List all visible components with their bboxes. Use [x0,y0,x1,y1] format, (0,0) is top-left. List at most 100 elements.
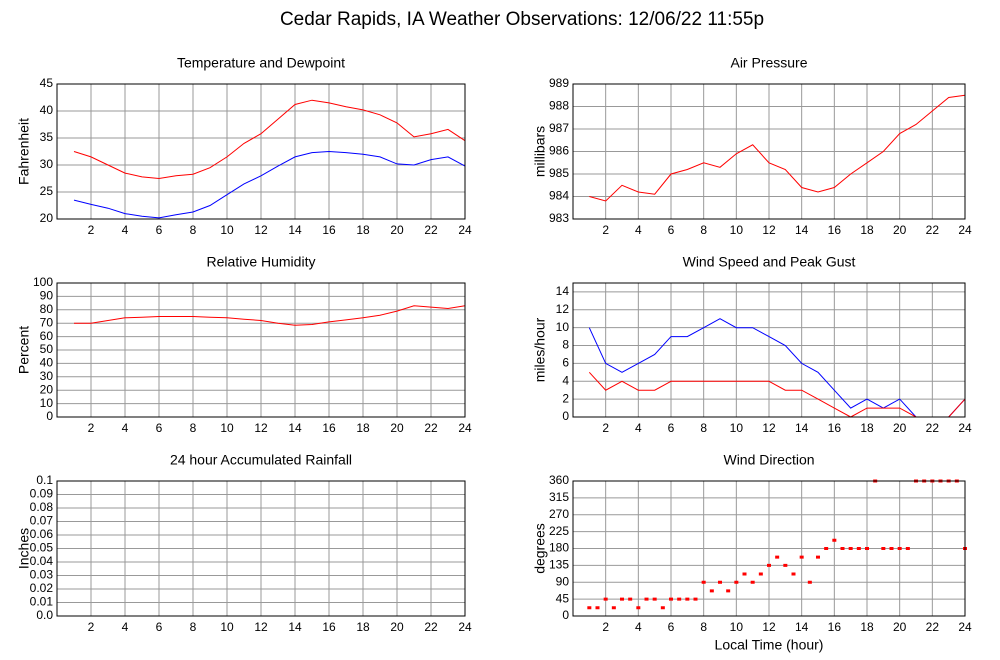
y-tick-label: 8 [562,338,569,352]
x-tick-label: 14 [288,421,302,435]
y-tick-label: 10 [40,396,54,410]
y-tick-label: 987 [549,121,569,135]
point [726,589,731,593]
x-tick-label: 4 [122,421,129,435]
point [832,538,837,542]
point [611,606,616,610]
point [628,597,633,601]
point [856,547,861,550]
x-tick-label: 24 [458,421,472,435]
y-tick-label: 315 [549,490,569,504]
point [775,555,780,559]
y-tick-label: 0 [562,608,569,622]
main-title: Cedar Rapids, IA Weather Observations: 1… [280,9,764,30]
x-tick-label: 18 [356,620,370,634]
y-tick-label: 80 [40,302,54,316]
x-tick-label: 14 [288,223,302,237]
x-tick-label: 6 [668,620,675,634]
x-tick-label: 12 [254,223,268,237]
y-tick-label: 12 [556,302,570,316]
y-tick-label: 0.1 [36,473,53,487]
x-tick-label: 20 [390,223,404,237]
x-tick-label: 4 [635,421,642,435]
x-tick-label: 22 [424,421,438,435]
y-tick-label: 984 [549,189,569,203]
x-tick-label: 16 [828,421,842,435]
x-tick-label: 6 [156,421,163,435]
y-tick-label: 60 [40,329,54,343]
y-tick-label: 0.08 [30,500,54,514]
y-axis-label: miles/hour [532,317,548,382]
x-tick-label: 4 [635,223,642,237]
y-axis-label: degrees [532,523,548,574]
y-tick-label: 0.07 [30,514,54,528]
x-tick-label: 16 [322,620,336,634]
x-tick-label: 10 [220,421,234,435]
point [824,547,829,550]
x-tick-label: 18 [860,223,874,237]
x-tick-label: 14 [795,223,809,237]
x-tick-label: 16 [828,620,842,634]
x-tick-label: 24 [458,223,472,237]
x-tick-label: 22 [926,223,940,237]
y-tick-label: 135 [549,558,569,572]
y-tick-label: 986 [549,144,569,158]
y-axis-label: millibars [532,126,548,177]
y-tick-label: 0.02 [30,581,54,595]
x-tick-label: 16 [322,421,336,435]
x-tick-label: 6 [156,223,163,237]
y-tick-label: 988 [549,99,569,113]
y-tick-label: 30 [40,369,54,383]
point [881,547,886,550]
point [636,606,641,610]
point [603,597,608,601]
x-tick-label: 14 [795,620,809,634]
y-tick-label: 0.05 [30,541,54,555]
point [644,597,649,601]
x-tick-label: 8 [190,620,197,634]
y-tick-label: 40 [40,103,54,117]
y-tick-label: 360 [549,473,569,487]
y-tick-label: 0.06 [30,527,54,541]
line [588,318,966,418]
point [685,597,690,601]
y-tick-label: 90 [556,574,570,588]
x-tick-label: 12 [762,620,776,634]
y-tick-label: 0 [562,409,569,423]
y-tick-label: 0.03 [30,568,54,582]
y-tick-label: 20 [40,382,54,396]
x-tick-label: 24 [958,223,972,237]
x-tick-label: 2 [602,223,609,237]
point [620,597,624,601]
x-tick-label: 10 [730,223,744,237]
x-tick-label: 18 [356,223,370,237]
x-tick-label: 10 [220,620,234,634]
x-tick-label: 4 [122,223,129,237]
point [767,563,771,567]
y-tick-label: 70 [40,315,54,329]
x-tick-label: 2 [88,223,95,237]
line [588,371,966,418]
x-tick-label: 24 [958,620,972,634]
point [905,547,910,550]
x-tick-label: 10 [220,223,234,237]
y-tick-label: 2 [562,391,569,405]
y-tick-label: 0.01 [30,595,54,609]
point [693,597,698,601]
point [897,547,902,550]
x-tick-label: 6 [668,421,675,435]
x-tick-label: 20 [893,421,907,435]
point [669,597,673,601]
y-axis-label: Inches [16,528,32,569]
point [758,572,763,576]
point [587,606,592,610]
y-axis-label: Fahrenheit [16,118,32,185]
point [889,547,894,550]
point [718,580,722,584]
point [652,597,657,601]
point [742,572,747,576]
y-tick-label: 0.09 [30,487,54,501]
x-tick-label: 22 [424,620,438,634]
y-tick-label: 6 [562,356,569,370]
plot-border [572,83,966,220]
